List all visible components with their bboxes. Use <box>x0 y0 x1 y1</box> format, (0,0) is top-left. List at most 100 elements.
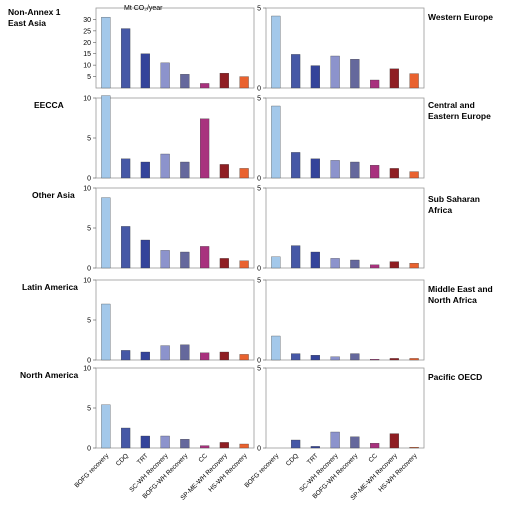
region-label-pacific-oecd: Pacific OECD <box>428 372 483 382</box>
bar-6 <box>200 445 210 449</box>
bar-5 <box>180 161 190 179</box>
bar-4 <box>330 258 340 269</box>
bar-6 <box>370 443 380 449</box>
bar-3 <box>310 251 320 269</box>
bar-5 <box>180 251 190 269</box>
region-label-north-america: North America <box>20 370 79 380</box>
bar-7 <box>389 68 399 89</box>
bar-8 <box>239 76 249 89</box>
bar-4 <box>330 160 340 179</box>
region-label-middle-east-north-africa: Middle East and North Africa <box>428 284 493 305</box>
panel-frame <box>95 7 255 89</box>
bar-6 <box>370 264 380 269</box>
chart-panel-0: 5 10 15 20 25 30 <box>83 7 255 89</box>
bar-5 <box>350 59 360 89</box>
y-tick-label: 25 <box>83 28 91 35</box>
bar-1 <box>101 16 111 89</box>
bar-5 <box>180 439 190 449</box>
region-label-latin-america: Latin America <box>22 282 78 292</box>
chart-panel-6: 0 5 10 <box>83 278 255 365</box>
bar-4 <box>160 345 170 361</box>
bar-2 <box>291 245 301 269</box>
bar-2 <box>291 152 301 179</box>
bar-2 <box>121 350 131 361</box>
bar-5 <box>350 436 360 449</box>
bar-5 <box>350 353 360 361</box>
region-label-non-annex-1-east-asia: Non-Annex 1 East Asia <box>8 7 61 28</box>
bar-8 <box>409 358 419 361</box>
category-label: HS-WH Recovery <box>207 452 249 494</box>
bar-4 <box>160 153 170 179</box>
bar-6 <box>200 83 210 89</box>
y-tick-label: 5 <box>87 136 91 143</box>
category-label: TRT <box>306 452 320 466</box>
bar-7 <box>389 261 399 269</box>
bar-8 <box>239 260 249 269</box>
bar-4 <box>160 435 170 449</box>
y-tick-label: 0 <box>87 266 91 273</box>
chart-panel-7: 05 <box>257 278 425 365</box>
chart-panel-4: 0 5 10 <box>83 186 255 273</box>
bar-2 <box>291 54 301 89</box>
y-tick-label: 10 <box>83 186 91 193</box>
panel-frame <box>265 7 425 89</box>
bar-6 <box>370 79 380 89</box>
y-tick-label: 5 <box>87 74 91 81</box>
bar-8 <box>409 171 419 179</box>
y-tick-label: 5 <box>87 406 91 413</box>
unit-label: Mt CO₂/year <box>124 5 163 12</box>
bar-7 <box>219 164 229 179</box>
bar-2 <box>121 28 131 89</box>
bar-6 <box>200 118 210 179</box>
bar-6 <box>200 352 210 361</box>
bar-8 <box>409 447 419 449</box>
bar-1 <box>101 404 111 449</box>
bar-4 <box>160 62 170 89</box>
bar-8 <box>239 443 249 449</box>
category-label: CC <box>367 452 379 464</box>
y-tick-label: 0 <box>257 176 261 183</box>
bar-1 <box>271 15 281 89</box>
y-tick-label: 5 <box>257 6 261 13</box>
y-tick-label: 5 <box>257 278 261 285</box>
bar-2 <box>291 439 301 449</box>
y-tick-label: 15 <box>83 51 91 58</box>
category-label: BOFG recovery <box>73 452 110 489</box>
category-label: CC <box>197 452 209 464</box>
y-tick-label: 0 <box>87 358 91 365</box>
bar-6 <box>200 246 210 269</box>
bar-3 <box>140 53 150 89</box>
bar-4 <box>160 250 170 269</box>
bar-8 <box>409 73 419 89</box>
bar-5 <box>180 344 190 361</box>
panel-frame <box>95 187 255 269</box>
y-tick-label: 10 <box>83 96 91 103</box>
region-label-western-europe: Western Europe <box>428 12 494 22</box>
bar-3 <box>140 435 150 449</box>
y-tick-label: 0 <box>257 86 261 93</box>
chart-panel-2: 0 5 10 <box>83 95 255 183</box>
bar-1 <box>101 197 111 269</box>
region-label-sub-saharan-africa: Sub Saharan Africa <box>428 194 480 215</box>
category-label: TRT <box>136 452 150 466</box>
bar-6 <box>370 359 380 361</box>
category-label: BOFG recovery <box>243 452 280 489</box>
y-tick-label: 10 <box>83 278 91 285</box>
bar-3 <box>140 239 150 269</box>
bar-5 <box>350 259 360 269</box>
y-tick-label: 30 <box>83 17 91 24</box>
category-label: HS-WH Recovery <box>377 452 419 494</box>
bar-3 <box>140 351 150 361</box>
category-label: CDQ <box>285 452 300 467</box>
chart-panel-5: 05 <box>257 186 425 273</box>
bar-2 <box>121 226 131 269</box>
bar-3 <box>310 65 320 89</box>
bar-2 <box>291 353 301 361</box>
bar-3 <box>310 446 320 449</box>
y-tick-label: 5 <box>87 318 91 325</box>
panel-frame <box>95 367 255 449</box>
bar-7 <box>219 72 229 89</box>
bar-6 <box>370 165 380 179</box>
